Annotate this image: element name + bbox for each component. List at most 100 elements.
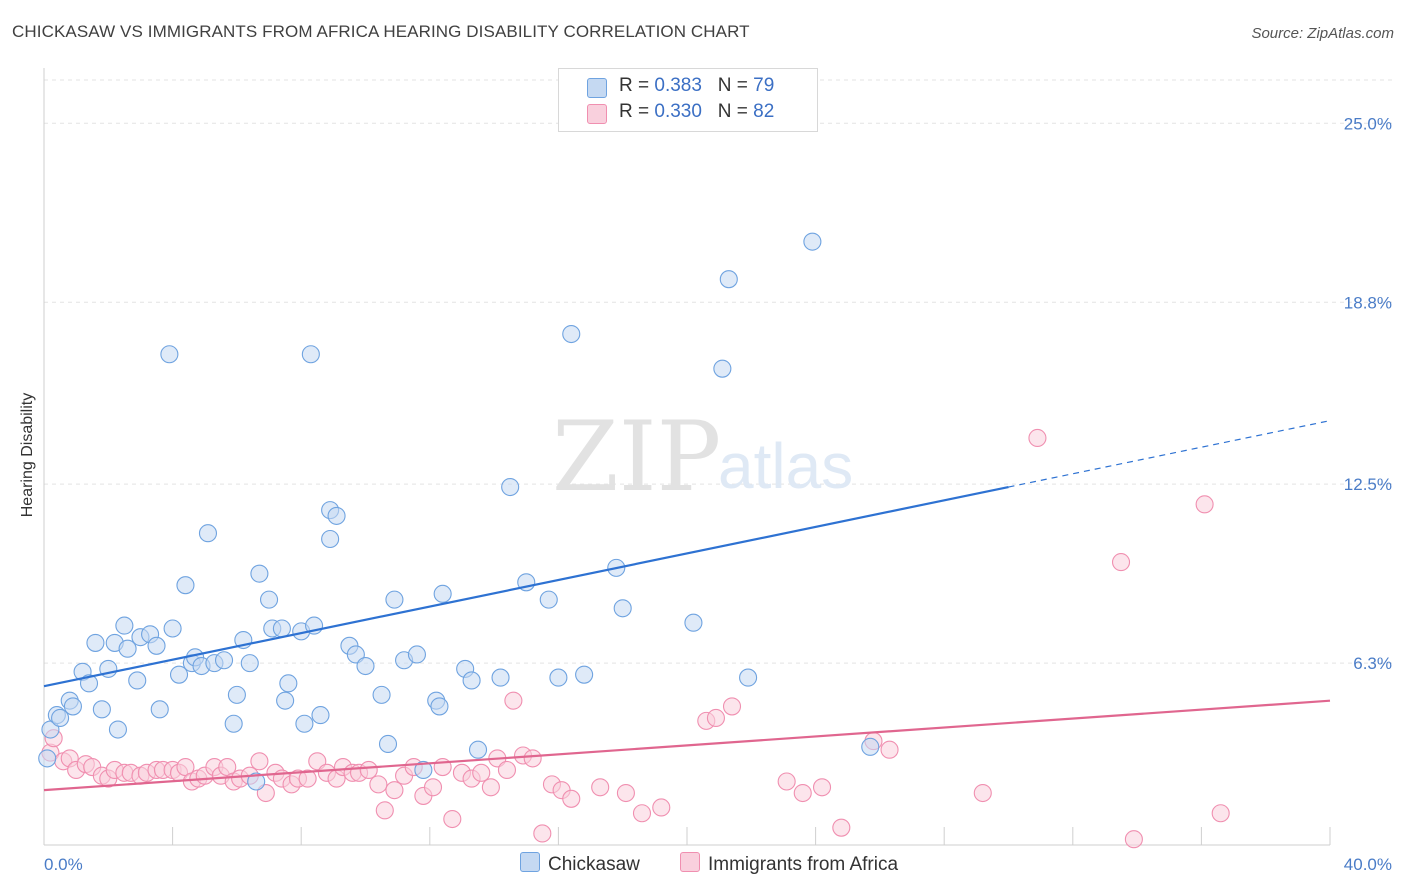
point-africa	[1211, 804, 1230, 823]
point-chickasaw	[327, 506, 346, 525]
point-chickasaw	[684, 613, 703, 632]
point-africa	[632, 804, 652, 823]
point-africa	[497, 760, 517, 779]
point-chickasaw	[562, 324, 581, 344]
point-chickasaw	[539, 590, 558, 609]
point-africa	[706, 708, 725, 728]
watermark: ZIP atlas	[552, 401, 853, 513]
point-chickasaw	[169, 665, 189, 684]
bottom-legend-swatch-chickasaw	[520, 852, 540, 872]
trend-line-africa	[43, 699, 1331, 792]
point-africa	[793, 783, 812, 803]
point-chickasaw	[63, 697, 82, 716]
point-africa	[472, 763, 491, 782]
point-africa	[533, 824, 552, 843]
bottom-legend-label-africa: Immigrants from Africa	[708, 854, 899, 875]
point-chickasaw	[468, 740, 488, 759]
legend-text-africa: R = 0.330 N = 82	[619, 101, 775, 122]
point-chickasaw	[613, 599, 632, 618]
point-africa	[1028, 428, 1047, 448]
point-chickasaw	[108, 720, 127, 739]
point-chickasaw	[86, 633, 105, 652]
point-chickasaw	[259, 590, 279, 609]
watermark-zip: ZIP	[552, 401, 721, 513]
trend-line-chickasaw	[43, 485, 1009, 688]
point-africa	[385, 781, 404, 800]
point-chickasaw	[128, 671, 147, 690]
point-africa	[812, 778, 832, 797]
point-africa	[562, 789, 581, 808]
point-chickasaw	[198, 524, 218, 543]
trend-lines	[43, 420, 1331, 792]
point-chickasaw	[356, 656, 375, 676]
point-chickasaw	[433, 584, 452, 603]
point-chickasaw	[227, 685, 246, 704]
point-chickasaw	[118, 639, 137, 658]
point-africa	[443, 809, 462, 829]
point-chickasaw	[272, 619, 291, 638]
y-tick-labels: 6.3% 12.5% 18.8% 25.0%	[1344, 114, 1392, 673]
point-chickasaw	[79, 674, 99, 693]
chart-source: Source: ZipAtlas.com	[1251, 25, 1394, 42]
point-africa	[652, 798, 671, 817]
x-tick-label-min: 0.0%	[44, 855, 83, 874]
point-africa	[591, 778, 610, 797]
point-chickasaw	[719, 270, 738, 289]
bottom-legend-africa: Immigrants from Africa	[680, 852, 898, 876]
point-africa	[308, 752, 327, 771]
point-chickasaw	[491, 668, 510, 687]
point-chickasaw	[321, 529, 340, 549]
point-chickasaw	[176, 576, 195, 595]
bottom-legend-swatch-africa	[680, 852, 700, 872]
point-africa	[250, 752, 269, 771]
point-chickasaw	[346, 645, 365, 664]
point-chickasaw	[92, 700, 111, 719]
point-africa	[880, 740, 899, 759]
point-africa	[1111, 553, 1131, 572]
y-tick-label: 12.5%	[1344, 475, 1392, 494]
point-chickasaw	[240, 654, 259, 673]
point-chickasaw	[739, 668, 758, 687]
point-chickasaw	[250, 564, 269, 583]
legend: R = 0.383 N = 79 R = 0.330 N = 82	[558, 68, 818, 132]
point-chickasaw	[549, 668, 568, 687]
point-chickasaw	[51, 708, 70, 728]
point-chickasaw	[311, 706, 330, 725]
y-tick-label: 18.8%	[1344, 293, 1392, 312]
point-chickasaw	[160, 345, 179, 364]
point-africa	[481, 778, 500, 797]
y-tick-label: 25.0%	[1344, 114, 1392, 133]
point-africa	[722, 697, 742, 716]
point-africa	[523, 749, 542, 768]
point-africa	[1195, 495, 1214, 514]
chart-title: CHICKASAW VS IMMIGRANTS FROM AFRICA HEAR…	[12, 22, 750, 41]
point-africa	[1124, 830, 1143, 849]
bottom-legend-label-chickasaw: Chickasaw	[548, 854, 640, 875]
point-chickasaw	[247, 772, 266, 791]
watermark-atlas: atlas	[718, 430, 853, 502]
point-chickasaw	[372, 685, 391, 704]
axes	[43, 68, 1331, 846]
legend-swatch-chickasaw	[587, 78, 607, 98]
point-chickasaw	[462, 671, 481, 690]
point-chickasaw	[150, 700, 169, 719]
point-africa	[298, 769, 317, 788]
point-chickasaw	[861, 737, 880, 756]
point-chickasaw	[385, 590, 404, 609]
point-africa	[616, 783, 635, 803]
point-africa	[504, 691, 523, 710]
point-chickasaw	[803, 232, 822, 251]
point-chickasaw	[115, 616, 134, 635]
x-tick-label-max: 40.0%	[1344, 855, 1392, 874]
point-africa	[423, 778, 443, 797]
point-chickasaw	[378, 734, 398, 754]
point-africa	[256, 783, 275, 803]
point-africa	[375, 801, 394, 820]
trend-line-chickasaw-extension	[1008, 420, 1331, 488]
point-africa	[369, 775, 388, 794]
point-chickasaw	[407, 645, 426, 664]
point-chickasaw	[38, 749, 57, 768]
point-chickasaw	[147, 636, 166, 655]
point-chickasaw	[214, 651, 234, 670]
